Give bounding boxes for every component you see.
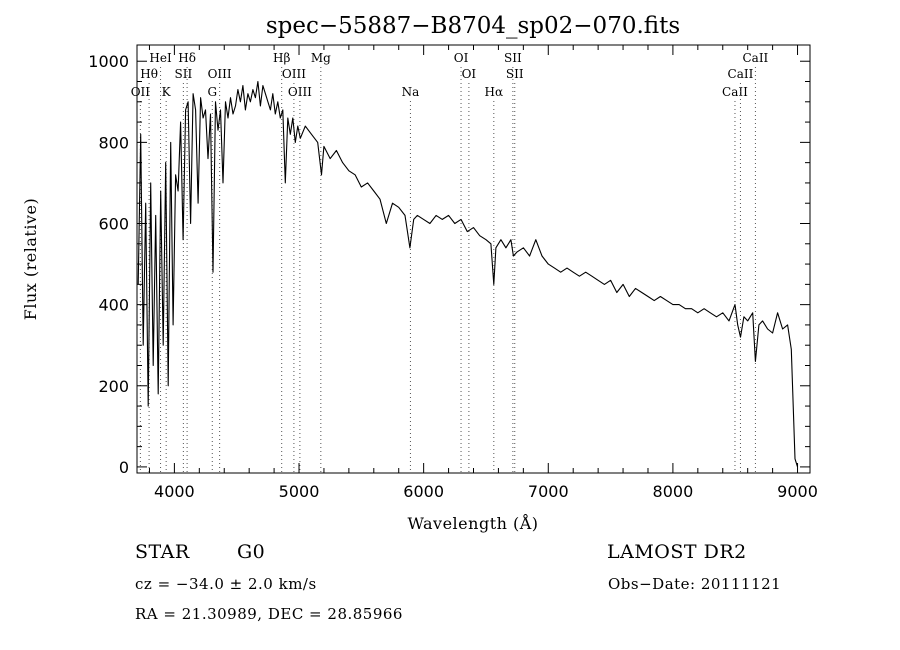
spectral-line-label: G [207, 85, 217, 99]
coordinates: RA = 21.30989, DEC = 28.85966 [135, 605, 403, 623]
x-axis: 4000 5000 6000 7000 8000 9000 [148, 45, 818, 501]
y-tick-label: 200 [98, 377, 129, 396]
y-tick-label: 400 [98, 296, 129, 315]
spectral-line-label: OIII [208, 67, 232, 81]
x-tick-label: 4000 [154, 482, 195, 501]
x-tick-label: 6000 [403, 482, 444, 501]
y-axis: 0 200 400 600 800 1000 [88, 52, 810, 477]
x-tick-label: 8000 [653, 482, 694, 501]
spectral-line-label: Mg [311, 51, 331, 65]
spectral-line-label: OIII [288, 85, 312, 99]
plot-frame [136, 44, 811, 474]
object-class: STAR [135, 541, 190, 563]
object-subclass: G0 [237, 541, 265, 563]
y-tick-label: 600 [98, 215, 129, 234]
spectral-line-label: SII [504, 51, 522, 65]
survey-name: LAMOST DR2 [607, 541, 747, 563]
spectrum-line [137, 80, 799, 468]
spectral-line-label: OII [131, 85, 151, 99]
spectral-line-label: Na [402, 85, 420, 99]
y-axis-label: Flux (relative) [21, 198, 40, 320]
y-tick-label: 0 [119, 458, 129, 477]
spectral-line-label: OI [462, 67, 477, 81]
spectral-line-label: Hα [485, 85, 504, 99]
spectral-line-label: CaII [728, 67, 754, 81]
spectral-line-label: HeI [149, 51, 172, 65]
y-tick-label: 1000 [88, 52, 129, 71]
obs-date: Obs−Date: 20111121 [608, 575, 781, 593]
spectral-line-label: SII [175, 67, 193, 81]
spectral-line-label: K [162, 85, 172, 99]
x-axis-label: Wavelength (Å) [407, 513, 538, 533]
x-tick-label: 9000 [777, 482, 818, 501]
redshift-text: cz = −34.0 ± 2.0 km/s [135, 575, 317, 593]
x-tick-label: 5000 [279, 482, 320, 501]
spectral-line-label: CaII [742, 51, 768, 65]
spectral-line-label: OIII [282, 67, 306, 81]
spectral-line-label: SII [506, 67, 524, 81]
spectral-line-label: Hβ [273, 51, 290, 65]
chart-title: spec−55887−B8704_sp02−070.fits [266, 13, 680, 39]
spectral-line-label: Hδ [178, 51, 196, 65]
spectral-line-label: OI [454, 51, 469, 65]
x-tick-label: 7000 [528, 482, 569, 501]
y-tick-label: 800 [98, 133, 129, 152]
spectral-line-label: Hθ [140, 67, 158, 81]
spectral-line-label: CaII [722, 85, 748, 99]
